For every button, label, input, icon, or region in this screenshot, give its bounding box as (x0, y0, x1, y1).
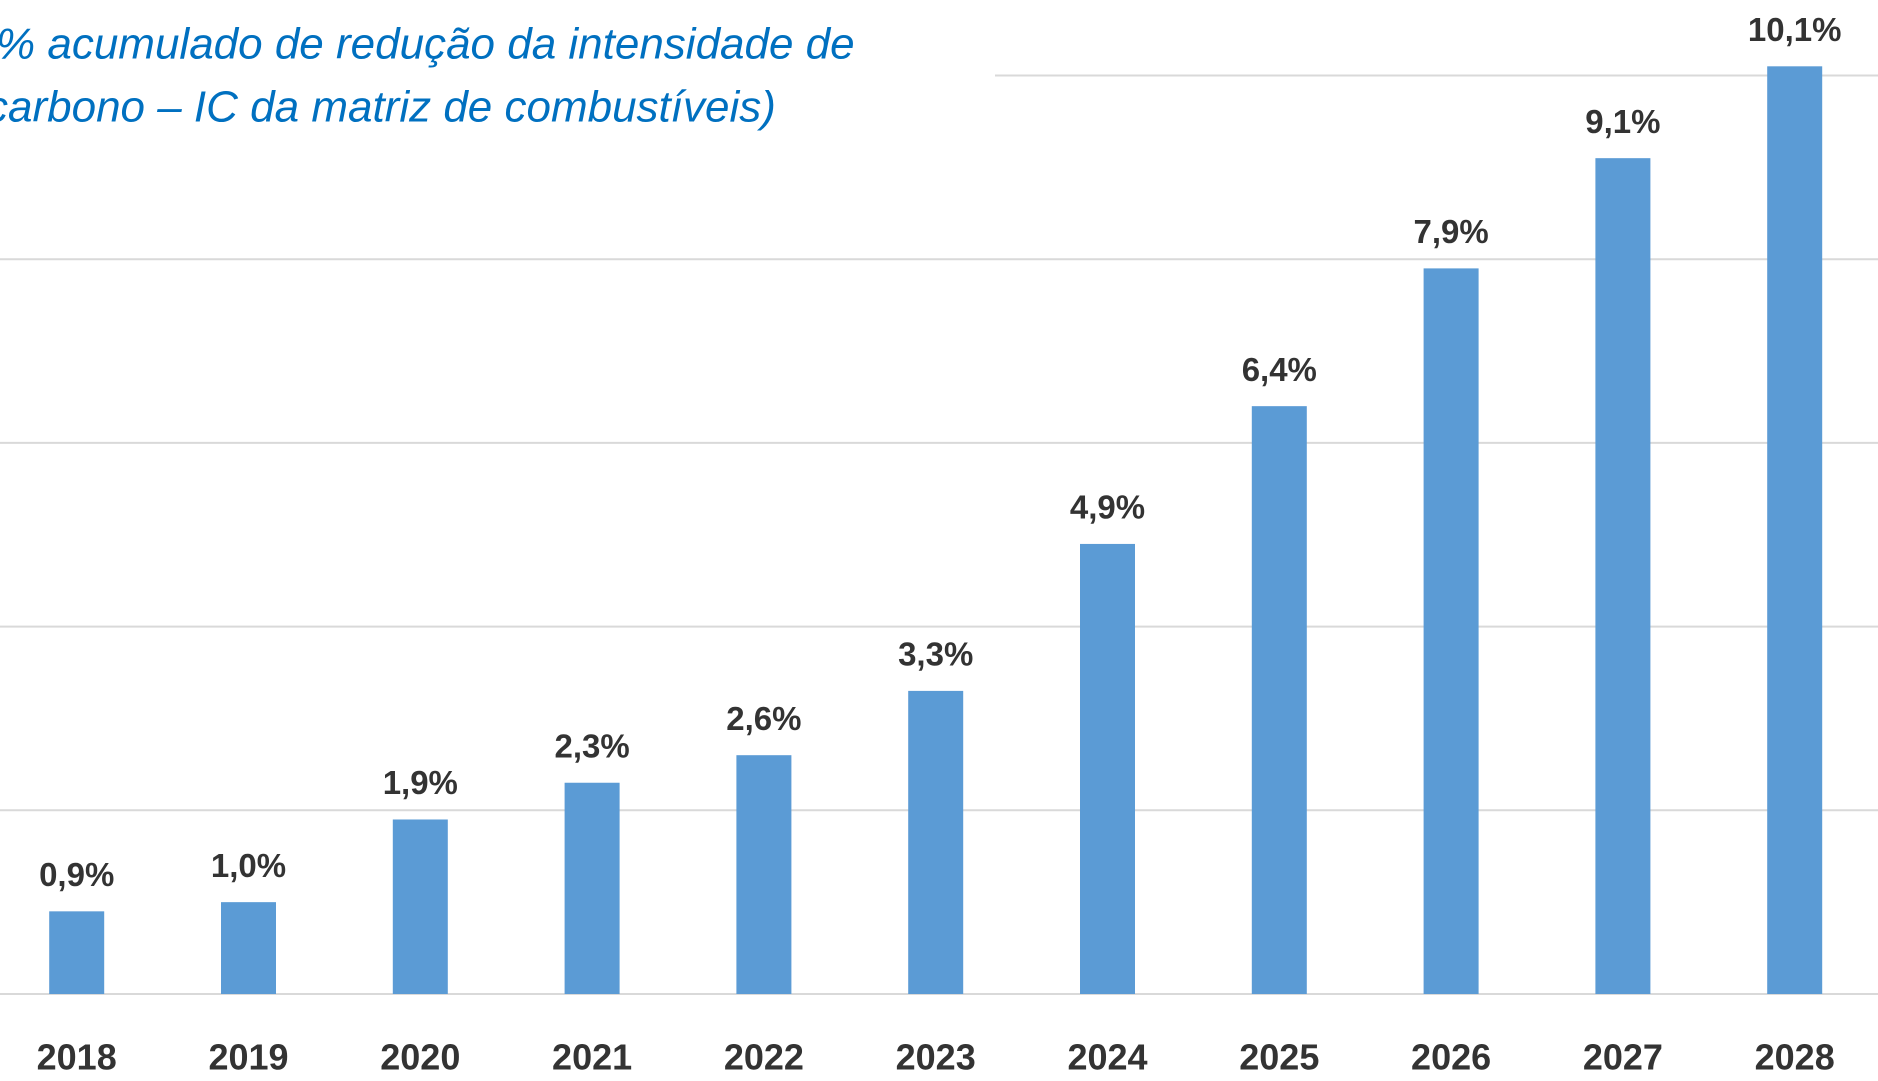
x-tick-label: 2018 (37, 1037, 117, 1078)
bar (1251, 406, 1307, 994)
bar (736, 755, 792, 994)
bar (1423, 268, 1479, 994)
data-label: 4,9% (1070, 489, 1145, 526)
data-label: 2,6% (726, 700, 801, 737)
data-label: 1,9% (383, 764, 458, 801)
data-label: 3,3% (898, 636, 973, 673)
x-tick-label: 2024 (1067, 1037, 1147, 1078)
bar (392, 819, 448, 994)
bar (908, 690, 964, 994)
bar (564, 782, 620, 994)
data-label: 10,1% (1748, 11, 1842, 48)
x-tick-label: 2019 (208, 1037, 288, 1078)
data-label: 6,4% (1242, 351, 1317, 388)
title-background (0, 0, 995, 135)
bar (1080, 543, 1135, 994)
data-label: 2,3% (554, 727, 629, 764)
x-tick-label: 2028 (1755, 1037, 1835, 1078)
x-tick-label: 2021 (552, 1037, 632, 1078)
x-tick-label: 2023 (896, 1037, 976, 1078)
x-tick-label: 2026 (1411, 1037, 1491, 1078)
bar (221, 902, 276, 994)
data-label: 9,1% (1585, 103, 1660, 140)
x-tick-label: 2020 (380, 1037, 460, 1078)
x-tick-label: 2022 (724, 1037, 804, 1078)
bar (1767, 66, 1823, 994)
x-tick-label: 2027 (1583, 1037, 1663, 1078)
data-label: 7,9% (1413, 213, 1488, 250)
data-label: 0,9% (39, 856, 114, 893)
bar (49, 911, 105, 994)
chart-title: carbono – IC da matriz de combustíveis) (0, 83, 776, 132)
x-tick-label: 2025 (1239, 1037, 1319, 1078)
chart-title: % acumulado de redução da intensidade de (0, 20, 855, 69)
bar (1595, 158, 1651, 995)
data-label: 1,0% (211, 847, 286, 884)
